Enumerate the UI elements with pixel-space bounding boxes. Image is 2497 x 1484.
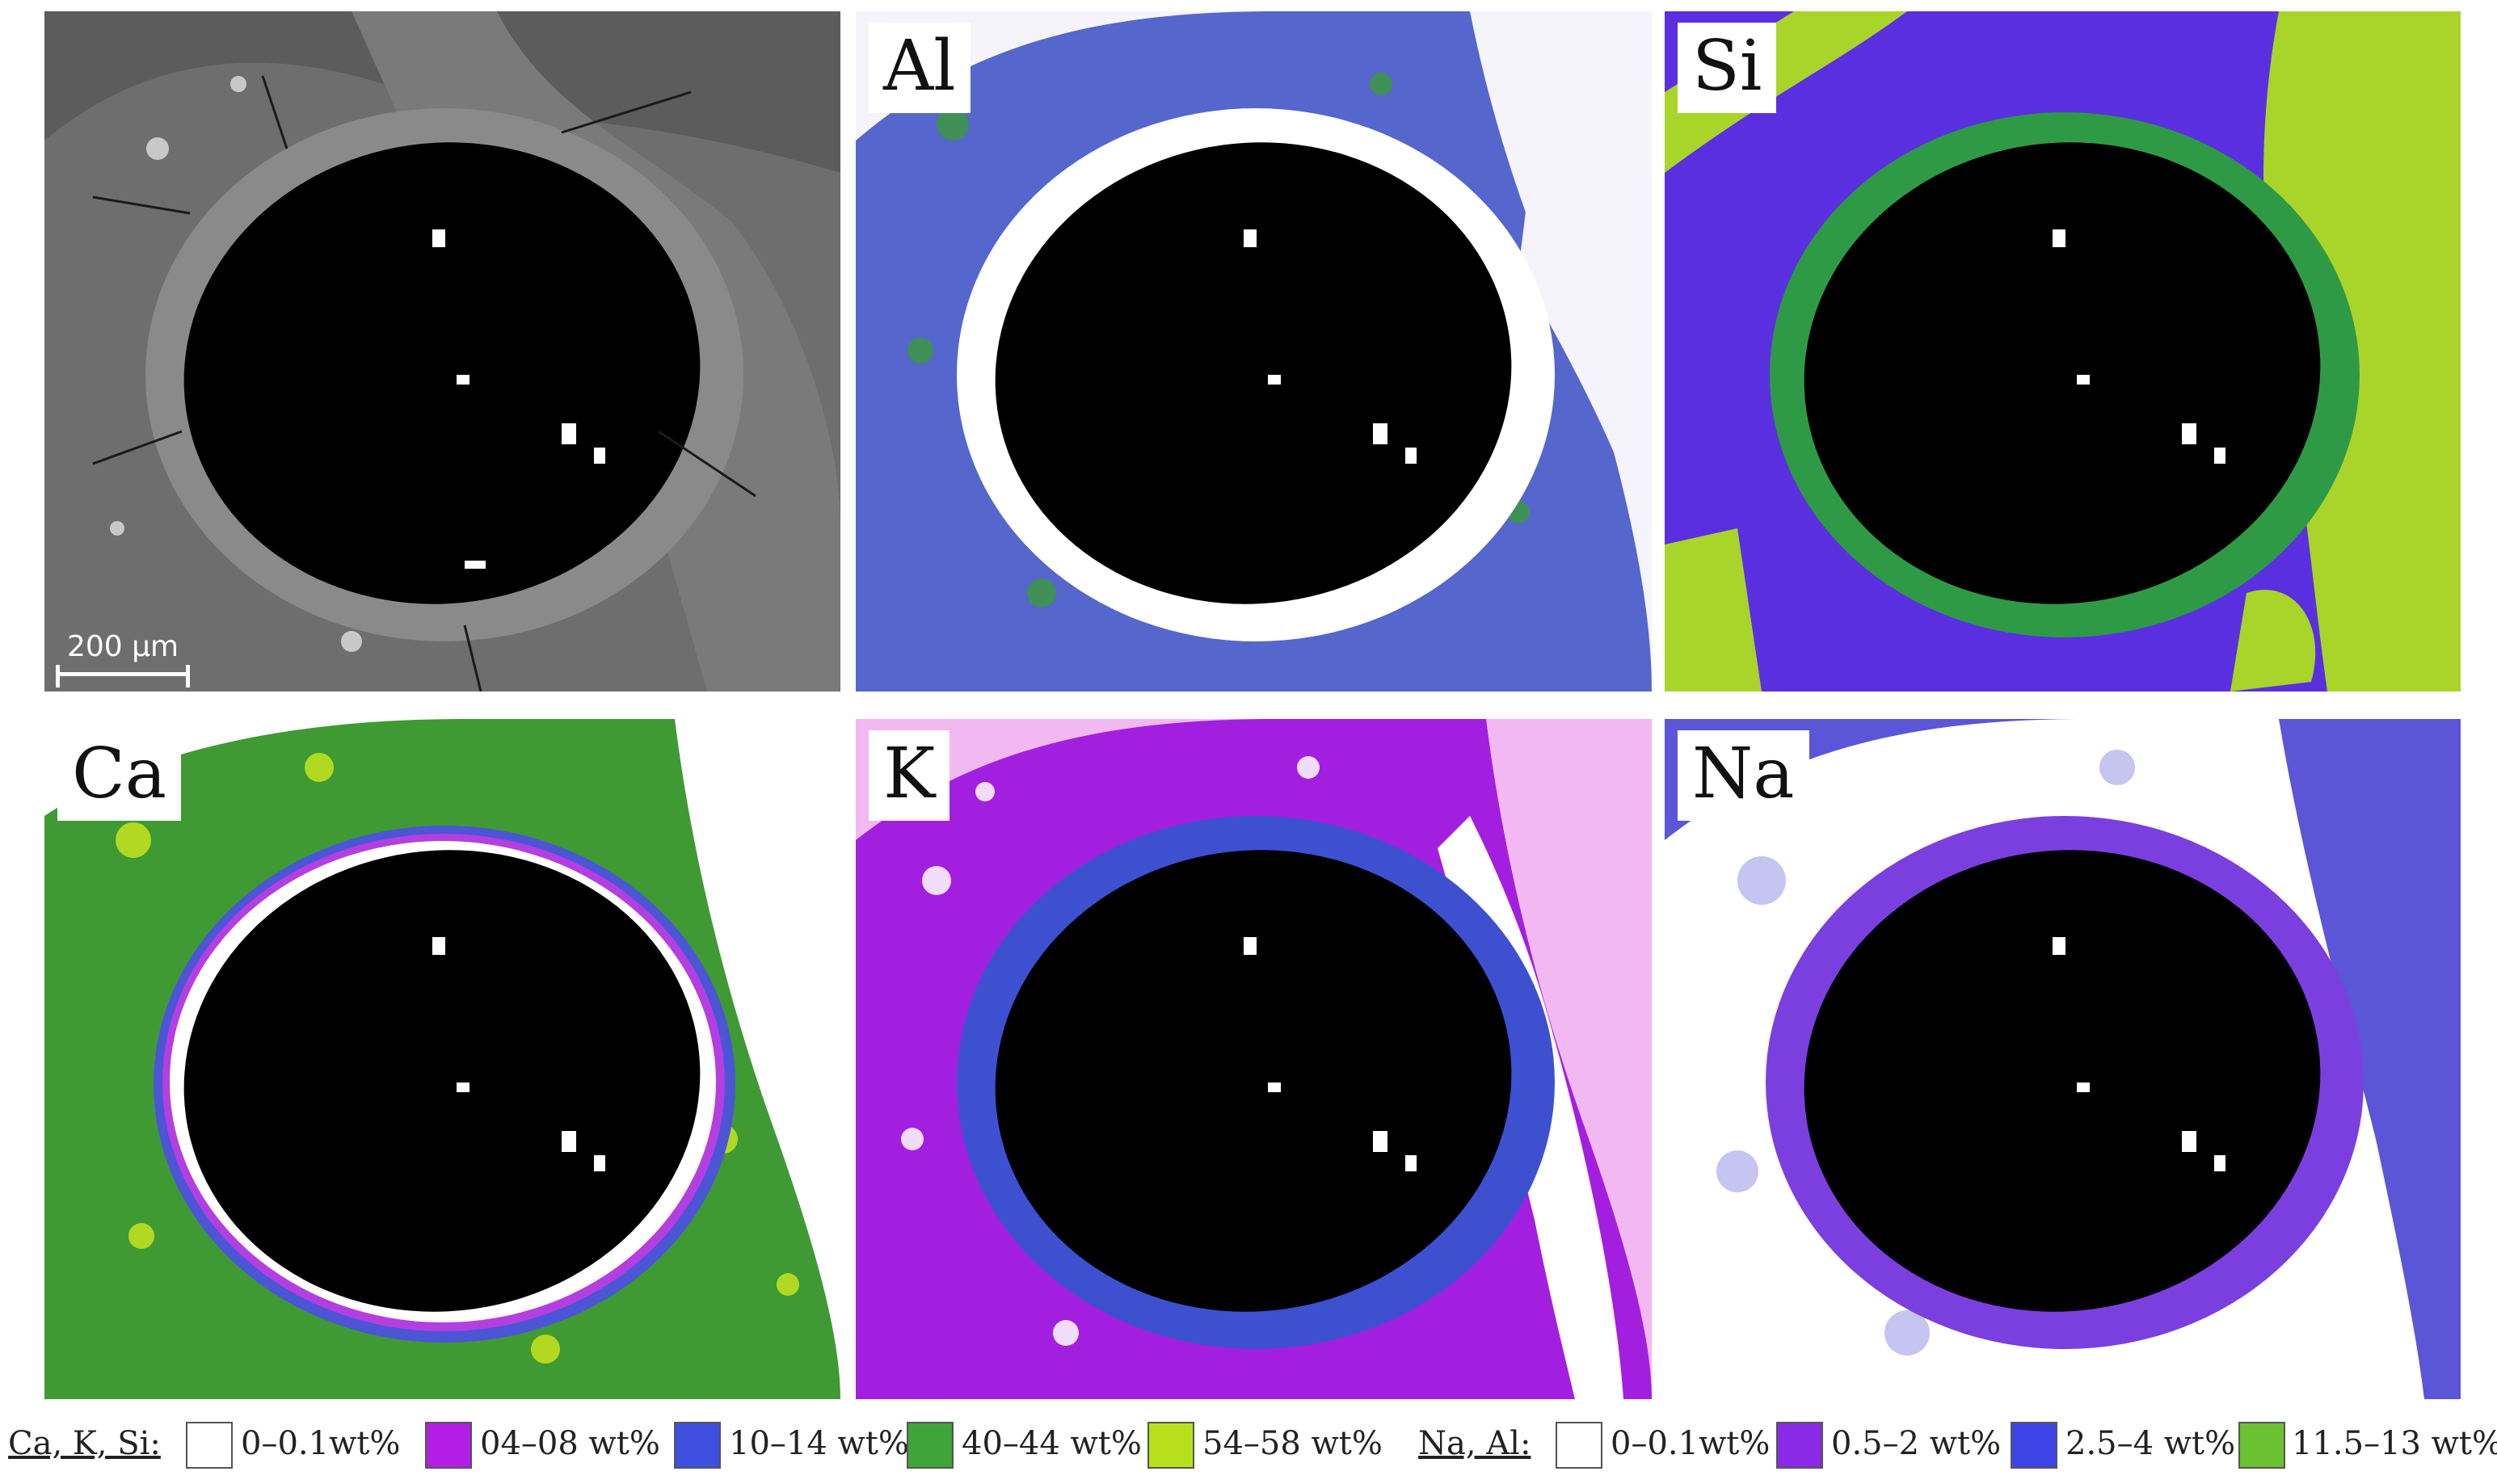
element-label-na: Na — [1678, 730, 1809, 821]
legend-group-ca-k-si-title: Ca, K, Si: — [8, 1425, 161, 1462]
legend-swatch — [1556, 1422, 1602, 1469]
element-label-al: Al — [869, 23, 971, 113]
na-map-panel: Na — [1665, 719, 2461, 1399]
legend-swatch — [186, 1422, 233, 1469]
legend-group-na-al-title: Na, Al: — [1418, 1425, 1531, 1462]
legend-item-label: 40–44 wt% — [962, 1425, 1142, 1462]
sem-image-panel: 200 µm — [44, 11, 840, 692]
k-element-map — [856, 719, 1652, 1399]
legend-item-label: 11.5–13 wt% — [2292, 1425, 2497, 1462]
scale-bar-label: 200 µm — [67, 630, 179, 663]
color-legend: Ca, K, Si: 0–0.1wt% 04–08 wt% 10–14 wt% … — [8, 1415, 2497, 1472]
legend-swatch — [1776, 1422, 1823, 1469]
legend-swatch — [2238, 1422, 2285, 1469]
legend-swatch — [674, 1422, 721, 1469]
legend-swatch — [907, 1422, 954, 1469]
legend-item-label: 04–08 wt% — [480, 1425, 660, 1462]
element-label-k: K — [869, 730, 950, 821]
si-map-panel: Si — [1665, 11, 2461, 692]
ca-element-map — [44, 719, 840, 1399]
si-element-map — [1665, 11, 2461, 692]
ca-map-panel: Ca — [44, 719, 840, 1399]
scale-bar — [56, 665, 190, 687]
legend-item-label: 0–0.1wt% — [241, 1425, 401, 1462]
legend-item-label: 54–58 wt% — [1202, 1425, 1383, 1462]
na-element-map — [1665, 719, 2461, 1399]
element-label-ca: Ca — [57, 730, 182, 821]
legend-item-label: 0.5–2 wt% — [1831, 1425, 2002, 1462]
k-map-panel: K — [856, 719, 1652, 1399]
legend-swatch — [425, 1422, 472, 1469]
al-element-map — [856, 11, 1652, 692]
legend-item-label: 2.5–4 wt% — [2065, 1425, 2236, 1462]
element-label-si: Si — [1678, 23, 1777, 113]
legend-swatch — [1147, 1422, 1194, 1469]
al-map-panel: Al — [856, 11, 1652, 692]
legend-item-label: 10–14 wt% — [729, 1425, 909, 1462]
legend-item-label: 0–0.1wt% — [1611, 1425, 1771, 1462]
sem-micrograph — [44, 11, 840, 692]
legend-swatch — [2011, 1422, 2057, 1469]
